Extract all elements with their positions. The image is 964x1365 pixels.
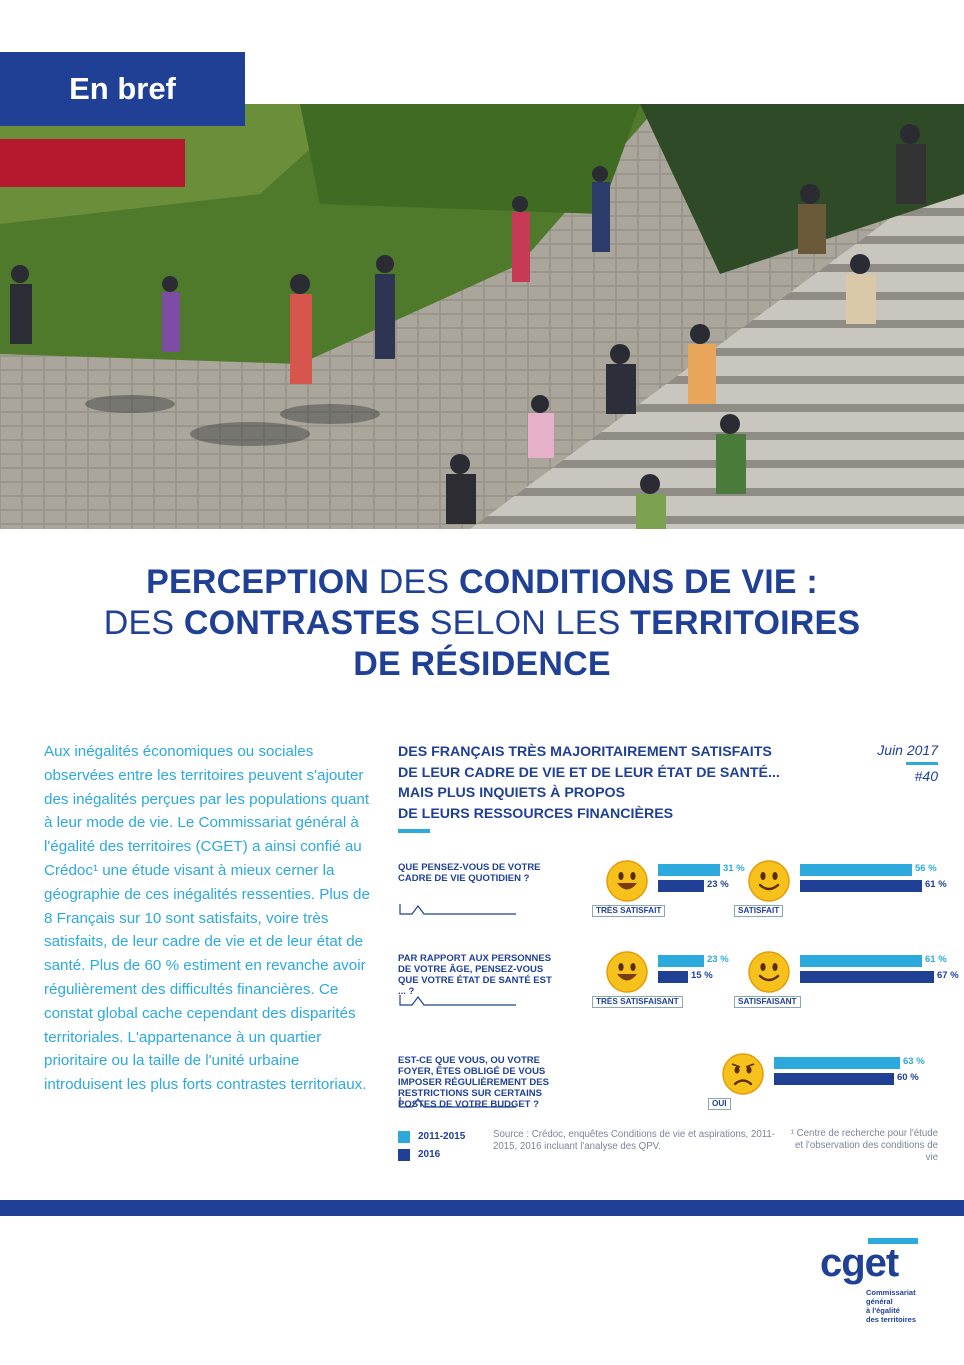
intro-paragraph: Aux inégalités économiques ou sociales o… — [44, 743, 370, 1094]
source-note: Source : Crédoc, enquêtes Conditions de … — [493, 1129, 776, 1152]
logo-accent — [868, 1238, 918, 1244]
en-bref-banner: En bref — [0, 52, 245, 126]
bar-2016 — [800, 971, 934, 983]
bar-value-label: 23 % — [707, 879, 729, 890]
chart-heading-line: DES FRANÇAIS TRÈS MAJORITAIREMENT SATISF… — [398, 744, 772, 760]
smiley-happy-icon — [606, 860, 648, 902]
logo-subtitle-line: des territoires — [866, 1315, 917, 1324]
bar-value-label: 23 % — [707, 954, 729, 965]
question-text: QUE PENSEZ-VOUS DE VOTRE CADRE DE VIE QU… — [398, 862, 541, 884]
bar-value-label: 56 % — [915, 863, 937, 874]
question-text: EST-CE QUE VOUS, OU VOTRE FOYER, ÊTES OB… — [398, 1055, 549, 1110]
bar-value-label: 61 % — [925, 879, 947, 890]
legend-swatch-2016 — [398, 1149, 410, 1161]
title-part: CONDITIONS DE VIE : — [458, 563, 818, 601]
issue-date: Juin 2017 — [877, 742, 938, 758]
issue-number: #40 — [914, 768, 938, 784]
bar-value-label: 60 % — [897, 1072, 919, 1083]
title-part: DES — [103, 604, 184, 642]
bar-value-label: 63 % — [903, 1056, 925, 1067]
answer-label: TRÈS SATISFAISANT — [592, 996, 683, 1008]
cover-photo — [0, 104, 964, 529]
cget-logo: cget — [820, 1241, 899, 1285]
bar-2011-2015 — [658, 955, 704, 967]
title-part: TERRITOIRES — [630, 604, 861, 642]
title-part: SELON LES — [420, 604, 631, 642]
bar-value-label: 67 % — [937, 970, 959, 981]
logo-subtitle-line: à l'égalité — [866, 1306, 900, 1315]
smiley-sad-icon — [722, 1053, 764, 1095]
smiley-smile-icon — [748, 860, 790, 902]
answer-label: TRÈS SATISFAIT — [592, 905, 666, 917]
title-part: DES — [369, 563, 459, 601]
footnote: ¹ Centre de recherche pour l'étude et l'… — [790, 1128, 938, 1163]
logo-subtitle: Commissariat général à l'égalité des ter… — [866, 1288, 946, 1324]
legend-swatch-2011-2015 — [398, 1131, 410, 1143]
bar-2016 — [800, 880, 922, 892]
logo-subtitle-line: Commissariat — [866, 1288, 916, 1297]
logo-subtitle-line: général — [866, 1297, 893, 1306]
bar-value-label: 31 % — [723, 863, 745, 874]
bar-2016 — [658, 971, 688, 983]
chart-heading-line: DE LEUR CADRE DE VIE ET DE LEUR ÉTAT DE … — [398, 764, 780, 781]
bar-value-label: 61 % — [925, 954, 947, 965]
question-text: PAR RAPPORT AUX PERSONNES DE VOTRE ÂGE, … — [398, 953, 552, 997]
bar-2011-2015 — [800, 955, 922, 967]
question-bracket — [398, 1095, 518, 1111]
banner-label: En bref — [69, 71, 176, 106]
answer-label: SATISFAIT — [734, 905, 784, 917]
chart-heading-line: MAIS PLUS INQUIETS À PROPOS — [398, 785, 626, 801]
chart-heading: DES FRANÇAIS TRÈS MAJORITAIREMENT SATISF… — [398, 742, 808, 824]
heading-divider — [398, 829, 430, 833]
chart-heading-line: DE LEURS RESSOURCES FINANCIÈRES — [398, 805, 674, 822]
bar-2011-2015 — [800, 864, 912, 876]
bar-2011-2015 — [658, 864, 720, 876]
question-bracket — [398, 902, 518, 918]
title-part: CONTRASTES — [183, 604, 421, 642]
legend-label-2016: 2016 — [418, 1149, 441, 1160]
bar-value-label: 15 % — [691, 970, 713, 981]
answer-label: OUI — [708, 1098, 731, 1110]
date-divider — [906, 762, 938, 765]
bar-2016 — [658, 880, 704, 892]
title-part: PERCEPTION — [146, 563, 370, 601]
bar-2016 — [774, 1073, 894, 1085]
legend-label-2011-2015: 2011-2015 — [418, 1131, 466, 1142]
title-part: DE RÉSIDENCE — [353, 645, 611, 683]
bar-2011-2015 — [774, 1057, 900, 1069]
answer-label: SATISFAISANT — [734, 996, 801, 1008]
footer-rule — [0, 1200, 964, 1216]
question-bracket — [398, 993, 518, 1009]
smiley-smile-icon — [748, 951, 790, 993]
smiley-happy-icon — [606, 951, 648, 993]
page-title: PERCEPTION DES CONDITIONS DE VIE : DES C… — [0, 562, 964, 685]
